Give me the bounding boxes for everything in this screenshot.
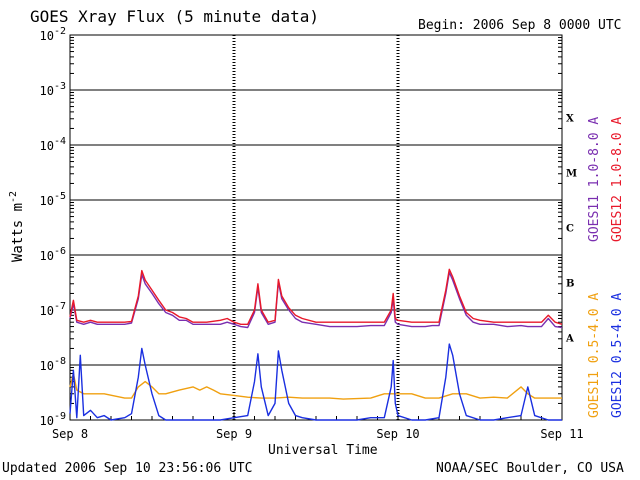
source-text: NOAA/SEC Boulder, CO USA bbox=[436, 461, 624, 476]
updated-text: Updated 2006 Sep 10 23:56:06 UTC bbox=[2, 461, 252, 476]
y-tick-exp: -9 bbox=[54, 411, 66, 422]
y-tick-base: 10 bbox=[40, 414, 54, 428]
series-line bbox=[69, 271, 563, 329]
x-tick-label: Sep 11 bbox=[540, 427, 583, 441]
legend-lower: GOES11 0.5-4.0 A GOES12 0.5-4.0 A bbox=[587, 293, 625, 418]
y-tick-label: 10-9 bbox=[40, 411, 67, 428]
y-tick-exp: -6 bbox=[54, 246, 66, 257]
series-line bbox=[69, 372, 562, 400]
flare-class-labels: X M C B A bbox=[565, 114, 577, 345]
chart-title: GOES Xray Flux (5 minute data) bbox=[30, 7, 319, 26]
y-tick-exp: -7 bbox=[54, 301, 66, 312]
y-tick-label: 10-3 bbox=[40, 81, 67, 98]
x-tick-label: Sep 9 bbox=[216, 427, 252, 441]
y-tick-label: 10-6 bbox=[40, 246, 67, 263]
flare-class-label: X bbox=[566, 114, 574, 125]
y-tick-label: 10-2 bbox=[40, 26, 67, 43]
legend-entry: GOES11 0.5-4.0 A bbox=[587, 293, 602, 418]
plot-frame bbox=[69, 34, 563, 421]
y-tick-label: 10-7 bbox=[40, 301, 67, 318]
y-tick-exp: -8 bbox=[54, 356, 66, 367]
y-tick-label: 10-8 bbox=[40, 356, 67, 373]
y-tick-base: 10 bbox=[40, 194, 54, 208]
y-tick-base: 10 bbox=[40, 359, 54, 373]
x-axis-tick-labels: Sep 8 Sep 9 Sep 10 Sep 11 bbox=[52, 427, 584, 441]
y-axis-label-sup: -2 bbox=[8, 191, 19, 203]
y-axis-label: Watts m-2 bbox=[8, 191, 26, 262]
x-axis-label: Universal Time bbox=[268, 443, 378, 458]
flare-class-label: B bbox=[566, 279, 574, 290]
y-tick-exp: -4 bbox=[54, 136, 66, 147]
y-tick-base: 10 bbox=[40, 139, 54, 153]
legend-entry: GOES12 1.0-8.0 A bbox=[610, 117, 625, 242]
flare-class-label: M bbox=[566, 169, 577, 180]
plot-area bbox=[69, 34, 563, 421]
y-tick-exp: -3 bbox=[54, 81, 66, 92]
y-tick-base: 10 bbox=[40, 84, 54, 98]
x-tick-label: Sep 8 bbox=[52, 427, 88, 441]
y-tick-exp: -2 bbox=[54, 26, 66, 37]
series-line bbox=[69, 343, 562, 421]
y-axis-tick-labels: 10-210-310-410-510-610-710-810-9 bbox=[40, 26, 67, 428]
begin-label: Begin: 2006 Sep 8 0000 UTC bbox=[418, 18, 622, 33]
legend-upper: GOES11 1.0-8.0 A GOES12 1.0-8.0 A bbox=[587, 117, 625, 242]
y-axis-label-text: Watts m bbox=[10, 203, 26, 262]
series-lines bbox=[69, 268, 563, 421]
y-tick-label: 10-5 bbox=[40, 191, 67, 208]
flare-class-label: C bbox=[566, 224, 574, 235]
legend-entry: GOES12 0.5-4.0 A bbox=[610, 293, 625, 418]
y-tick-base: 10 bbox=[40, 29, 54, 43]
y-tick-base: 10 bbox=[40, 304, 54, 318]
y-tick-label: 10-4 bbox=[40, 136, 67, 153]
legend-entry: GOES11 1.0-8.0 A bbox=[587, 117, 602, 242]
y-tick-base: 10 bbox=[40, 249, 54, 263]
x-tick-label: Sep 10 bbox=[376, 427, 419, 441]
y-tick-exp: -5 bbox=[54, 191, 66, 202]
flare-class-label: A bbox=[565, 334, 574, 345]
series-line bbox=[69, 268, 563, 325]
